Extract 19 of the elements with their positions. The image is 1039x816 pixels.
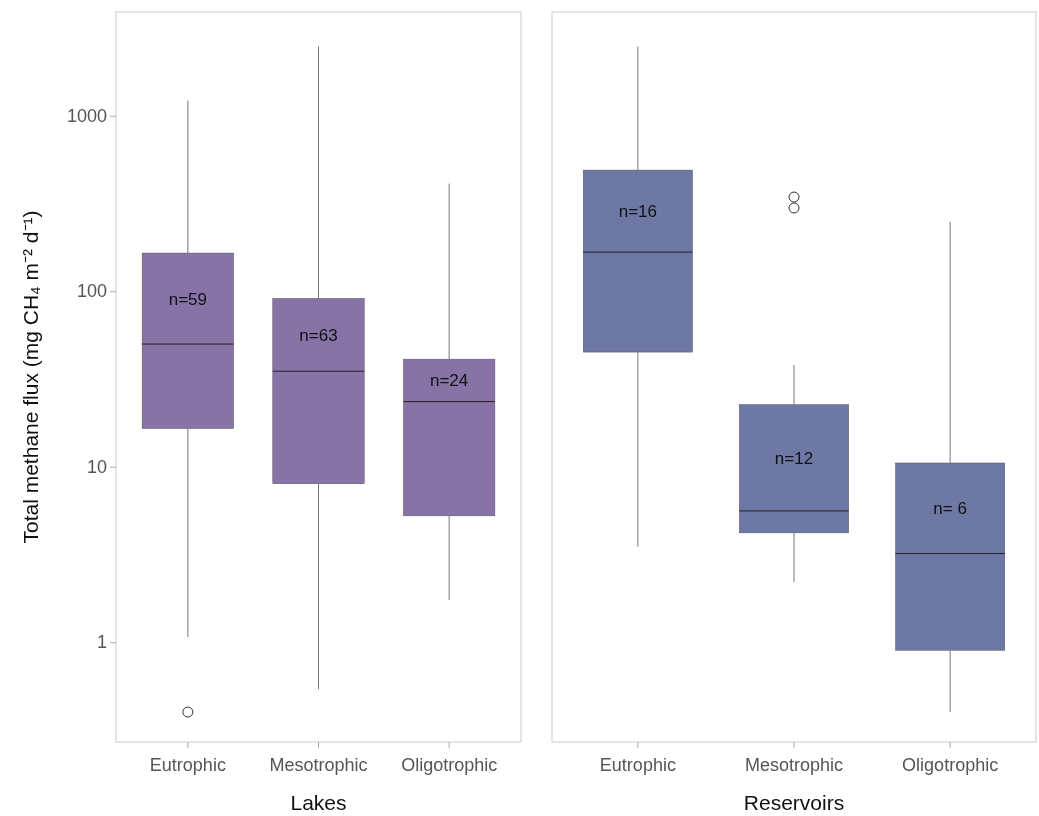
annotation: n=63 — [299, 325, 338, 345]
x-tick-label: Mesotrophic — [744, 754, 844, 775]
x-tick-label: Oligotrophic — [902, 754, 999, 775]
y-tick-label: 10 — [86, 456, 107, 477]
annotation: n=59 — [168, 289, 207, 309]
x-tick-label: Eutrophic — [599, 754, 676, 775]
x-axis-title: Lakes — [290, 791, 347, 814]
x-axis-title: Reservoirs — [743, 791, 845, 814]
x-tick-label: Oligotrophic — [401, 754, 498, 775]
annotation: n=24 — [430, 371, 469, 391]
y-tick-label: 1 — [96, 632, 107, 653]
annotation: n=12 — [774, 448, 814, 468]
y-tick-label: 1000 — [66, 105, 107, 126]
y-axis-title: Total methane flux (mg CH₄ m⁻² d⁻¹) — [19, 210, 42, 544]
x-tick-label: Mesotrophic — [269, 754, 368, 775]
x-tick-label: Eutrophic — [149, 754, 226, 775]
annotation: n=16 — [618, 202, 658, 222]
annotation: n= 6 — [933, 499, 967, 519]
y-tick-label: 100 — [76, 281, 107, 302]
